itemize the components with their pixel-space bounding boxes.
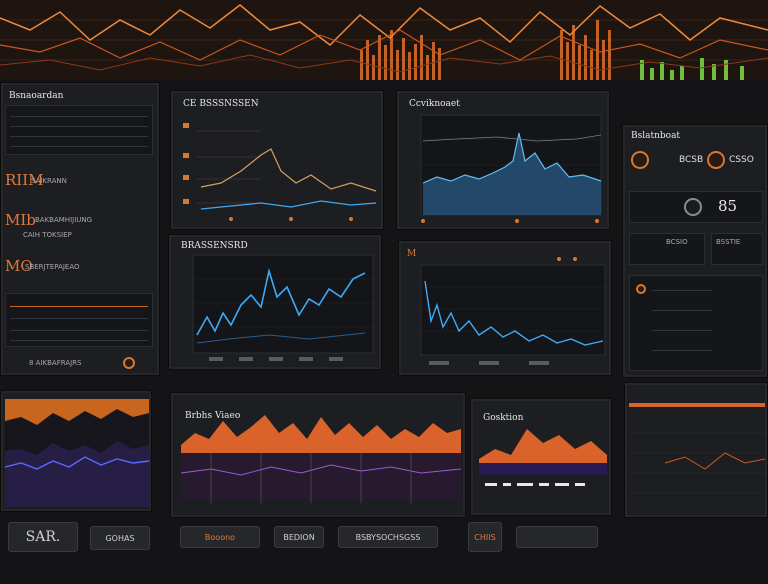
table-row: [10, 340, 148, 341]
right-code-4: BSSTIE: [716, 238, 741, 246]
left-label-3: CAIH TOKSIEP: [23, 231, 72, 239]
booono-button[interactable]: Booono: [180, 526, 260, 548]
left-big-value-2: MIb: [5, 211, 36, 229]
bottom-right-chart: [629, 403, 766, 494]
right-sub-box-1: BCSIO: [629, 233, 705, 265]
right-list: [629, 275, 763, 371]
gear-icon[interactable]: [123, 357, 135, 369]
bottom-left-chart: [4, 399, 150, 507]
list-row: [652, 330, 712, 331]
left-panel-title: Bsnaoardan: [9, 91, 64, 101]
panel-b-title: Ccviknoaet: [409, 99, 460, 109]
clock-icon[interactable]: [631, 151, 649, 169]
panel-c-title: BRASSENSRD: [181, 241, 248, 251]
refresh-icon[interactable]: [707, 151, 725, 169]
right-code-2: CSSO: [729, 155, 754, 165]
blank-button[interactable]: [516, 526, 598, 548]
bedion-button[interactable]: BEDION: [274, 526, 324, 548]
table-row: [10, 330, 148, 331]
list-row: [652, 310, 712, 311]
list-row: [652, 350, 712, 351]
list-row: [652, 290, 712, 291]
chiis-button[interactable]: CHIIS: [468, 522, 502, 552]
bottom-a-chart: [180, 415, 462, 503]
right-stat-box: 85: [629, 191, 763, 223]
panel-d-chart: [420, 257, 606, 365]
bottom-right-panel: [624, 382, 768, 518]
left-footer: 8 AIKBAFRAJRS: [29, 359, 82, 367]
panel-c-chart: [192, 254, 374, 361]
left-panel: Bsnaoardan RIIM SAIKRANN MIb BAKBAMHIJIU…: [0, 82, 160, 376]
panel-a-title: CE BSSSNSSEN: [183, 99, 259, 109]
bottom-b-title: Gosktion: [483, 413, 524, 423]
panel-c: BRASSENSRD: [168, 234, 382, 370]
right-number: 85: [718, 197, 738, 215]
panel-a-chart: [183, 123, 377, 221]
bottom-b-chart: [479, 429, 607, 486]
banner-chart: [0, 0, 768, 80]
right-sub-box-2: BSSTIE: [711, 233, 763, 265]
list-row: [10, 126, 148, 127]
panel-d-title: M: [407, 249, 417, 259]
bottom-a-title: Brbhs Viaeo: [185, 411, 241, 421]
bsbysoc-button[interactable]: BSBYSOCHSGSS: [338, 526, 438, 548]
list-row: [10, 136, 148, 137]
bottom-left-panel: [0, 390, 152, 512]
table-row: [10, 318, 148, 319]
left-big-value-1: RIIM: [5, 171, 44, 189]
right-code-3: BCSIO: [666, 238, 688, 246]
left-table: [5, 293, 153, 347]
left-label-1: SAIKRANN: [31, 177, 67, 185]
right-panel-title: Bslatnboat: [631, 131, 681, 141]
panel-b-chart: [420, 114, 602, 223]
list-row: [10, 146, 148, 147]
chart-icon[interactable]: [684, 198, 702, 216]
right-code-1: BCSB: [679, 155, 704, 165]
panel-b: Ccviknoaet: [396, 90, 610, 230]
sar-button[interactable]: SAR.: [8, 522, 78, 552]
left-label-2: BAKBAMHIJIUNG: [35, 216, 93, 224]
panel-a: CE BSSSNSSEN: [170, 90, 384, 230]
bottom-a-panel: Brbhs Viaeo: [170, 392, 466, 518]
table-row: [10, 306, 148, 307]
banner-svg: [0, 0, 768, 80]
gohas-button[interactable]: GOHAS: [90, 526, 150, 550]
panel-d: M: [398, 240, 612, 376]
list-row: [10, 116, 148, 117]
right-panel: Bslatnboat BCSB CSSO 85 BCSIO BSSTIE: [622, 124, 768, 378]
left-list: [5, 105, 153, 155]
left-label-4: SBERJTEPAJEAO: [25, 263, 80, 271]
bottom-b-panel: Gosktion: [470, 398, 612, 516]
user-icon[interactable]: [636, 284, 646, 294]
left-big-value-3: MO: [5, 257, 33, 275]
